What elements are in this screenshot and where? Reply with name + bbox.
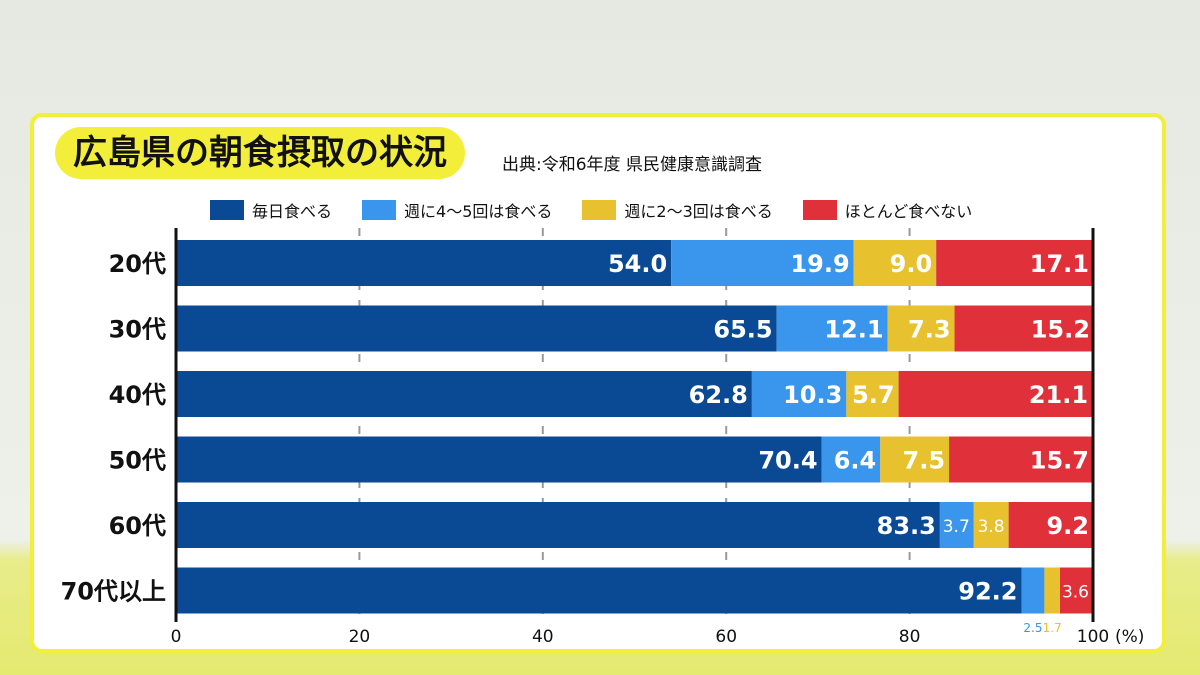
data-label: 7.5 <box>903 447 946 475</box>
legend-label: 週に2〜3回は食べる <box>624 202 773 221</box>
data-label: 9.2 <box>1046 512 1089 540</box>
category-label: 40代 <box>109 381 166 409</box>
x-tick-label: 60 <box>715 627 737 647</box>
legend-label: ほとんど食べない <box>844 202 973 221</box>
legend-item: 週に4〜5回は食べる <box>362 198 552 222</box>
data-label: 3.7 <box>943 517 970 537</box>
data-label: 5.7 <box>852 381 895 409</box>
data-label: 6.4 <box>834 447 877 475</box>
bar-segment <box>176 436 822 483</box>
x-tick-label: 40 <box>532 627 554 647</box>
data-label: 7.3 <box>908 316 951 344</box>
data-label: 12.1 <box>824 316 883 344</box>
data-label: 62.8 <box>689 381 748 409</box>
data-label: 17.1 <box>1030 250 1089 278</box>
bar-segment <box>973 502 1009 548</box>
bar-segment <box>176 240 672 286</box>
data-label: 9.0 <box>890 250 933 278</box>
bar-segment <box>821 436 881 483</box>
bar-segment <box>880 436 950 483</box>
bar-segment <box>954 305 1094 352</box>
bar-segment <box>939 502 974 548</box>
data-label: 15.7 <box>1030 447 1089 475</box>
bar-segment <box>887 305 955 352</box>
x-tick-label: 0 <box>171 627 182 647</box>
legend-label: 週に4〜5回は食べる <box>404 202 553 221</box>
bar-segment <box>671 240 854 286</box>
legend-swatch <box>362 200 397 220</box>
bar-segment <box>1059 567 1093 614</box>
category-label: 50代 <box>109 447 166 475</box>
bar-segment <box>776 305 888 352</box>
bar-segment <box>846 371 899 417</box>
data-label: 54.0 <box>608 250 667 278</box>
data-label: 65.5 <box>713 316 772 344</box>
bar-segment <box>176 567 1022 614</box>
category-label: 20代 <box>109 250 166 278</box>
bar-segment <box>1021 567 1045 614</box>
category-label: 70代以上 <box>61 578 166 606</box>
x-axis-unit: (%) <box>1115 627 1144 647</box>
chart-title: 広島県の朝食摂取の状況 <box>55 127 465 179</box>
data-label: 83.3 <box>877 512 936 540</box>
data-label: 10.3 <box>783 381 842 409</box>
legend-swatch <box>582 200 617 220</box>
category-label: 30代 <box>109 316 166 344</box>
data-label: 3.8 <box>978 517 1005 537</box>
bar-segment <box>853 240 937 286</box>
data-label: 2.5 <box>1023 621 1042 635</box>
category-label: 60代 <box>109 512 166 540</box>
legend-label: 毎日食べる <box>252 202 333 221</box>
data-label: 3.6 <box>1062 583 1089 603</box>
legend-swatch <box>210 200 244 220</box>
x-tick-label: 20 <box>349 627 371 647</box>
data-label: 70.4 <box>758 447 817 475</box>
data-label: 1.7 <box>1043 621 1062 635</box>
bar-segment <box>1044 567 1060 614</box>
legend-swatch <box>802 200 837 220</box>
bar-segment <box>898 371 1093 417</box>
legend-item: 毎日食べる <box>210 198 332 222</box>
bar-segment <box>751 371 847 417</box>
bar-segment <box>1008 502 1093 548</box>
bar-segment <box>176 502 940 548</box>
legend: 毎日食べる 週に4〜5回は食べる 週に2〜3回は食べる ほとんど食べない <box>210 198 972 222</box>
bar-segment <box>176 305 777 352</box>
x-tick-label: 100 <box>1077 627 1109 647</box>
chart-source: 出典:令和6年度 県民健康意識調査 <box>502 155 762 175</box>
data-label: 21.1 <box>1029 381 1088 409</box>
data-label: 92.2 <box>958 578 1017 606</box>
data-label: 19.9 <box>790 250 849 278</box>
bar-segment <box>949 436 1093 483</box>
data-label: 15.2 <box>1031 316 1090 344</box>
x-tick-label: 80 <box>899 627 921 647</box>
legend-item: ほとんど食べない <box>802 198 973 222</box>
legend-item: 週に2〜3回は食べる <box>582 198 773 222</box>
bar-segment <box>176 371 752 417</box>
bar-segment <box>936 240 1093 286</box>
